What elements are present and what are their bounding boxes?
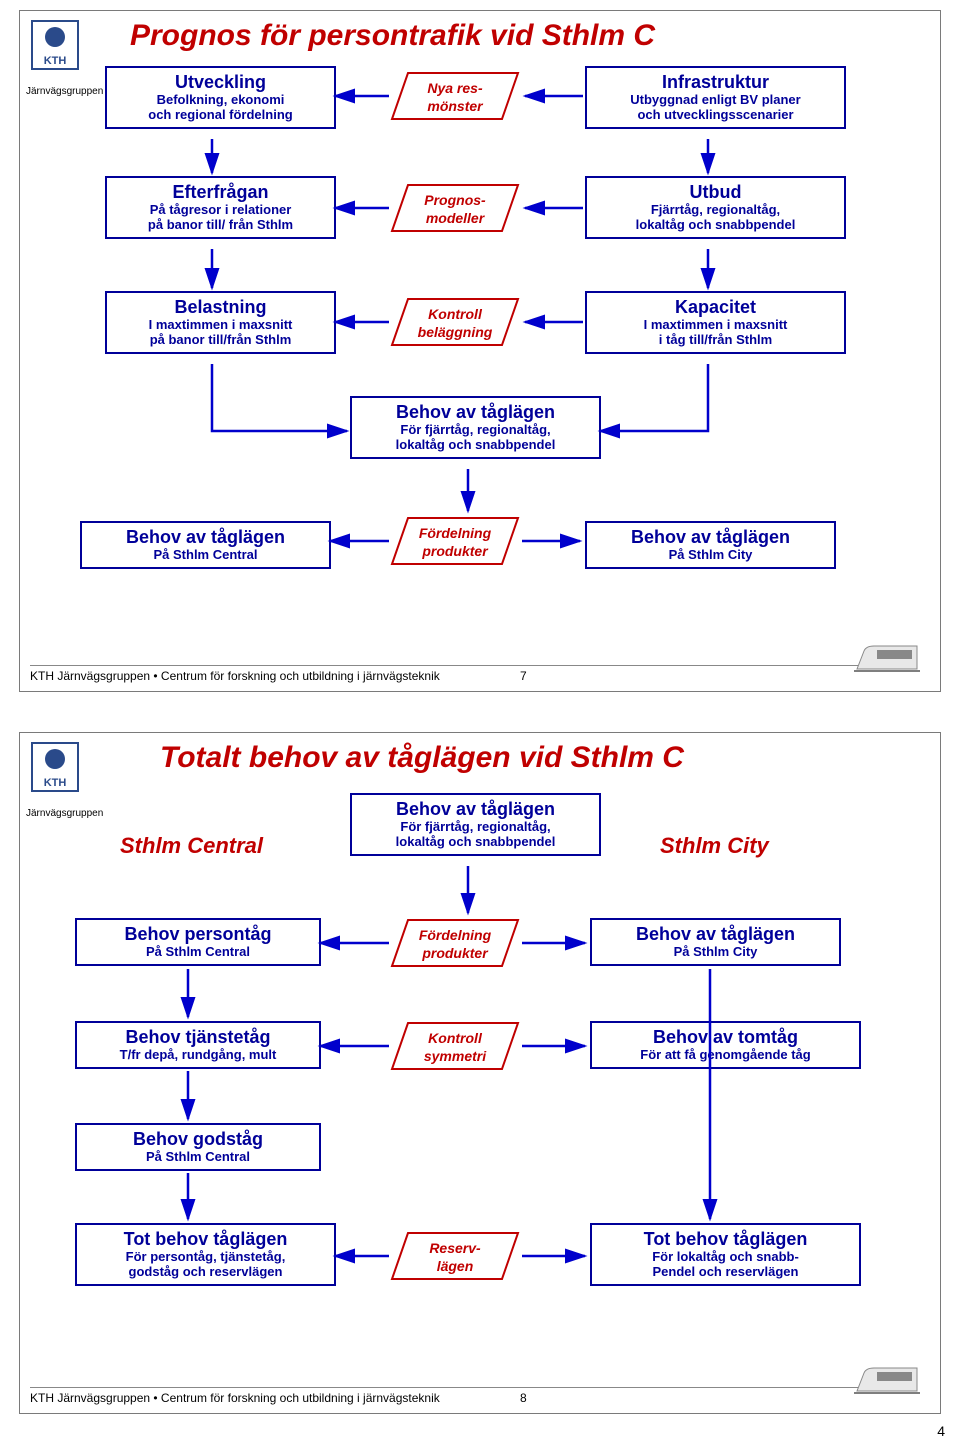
box-behov-city: Behov av tåglägenPå Sthlm City [585, 521, 836, 569]
kth-logo: KTH [30, 19, 80, 84]
par-fordelning-produkter: Fördelningprodukter [390, 516, 520, 566]
box-utbud: UtbudFjärrtåg, regionaltåg,lokaltåg och … [585, 176, 846, 239]
box-behov-central: Behov av tåglägenPå Sthlm Central [80, 521, 331, 569]
box-tot-behov-2: Tot behov tåglägenFör lokaltåg och snabb… [590, 1223, 861, 1286]
box-infrastruktur: InfrastrukturUtbyggnad enligt BV planero… [585, 66, 846, 129]
par-kontroll-belaggning: Kontrollbeläggning [390, 297, 520, 347]
label-sthlm-city: Sthlm City [660, 833, 769, 859]
box-behov-top: Behov av tåglägenFör fjärrtåg, regionalt… [350, 793, 601, 856]
slide-8: KTH Järnvägsgruppen Totalt behov av tågl… [19, 732, 941, 1414]
slide-title: Totalt behov av tåglägen vid Sthlm C [160, 741, 684, 775]
box-efterfragan: EfterfråganPå tågresor i relationerpå ba… [105, 176, 336, 239]
box-behov-tomtag: Behov av tomtågFör att få genomgående tå… [590, 1021, 861, 1069]
kth-logo: KTH [30, 741, 80, 806]
box-utveckling: UtvecklingBefolkning, ekonomioch regiona… [105, 66, 336, 129]
page-number: 8 [520, 1391, 527, 1405]
box-kapacitet: KapacitetI maxtimmen i maxsnitti tåg til… [585, 291, 846, 354]
page-corner: 4 [937, 1423, 945, 1439]
train-icon [852, 641, 922, 676]
footer: KTH Järnvägsgruppen • Centrum för forskn… [30, 1391, 440, 1405]
box-belastning: BelastningI maxtimmen i maxsnittpå banor… [105, 291, 336, 354]
slide-title: Prognos för persontrafik vid Sthlm C [130, 19, 655, 53]
footer: KTH Järnvägsgruppen • Centrum för forskn… [30, 669, 440, 683]
par-reservlagen: Reserv-lägen [390, 1231, 520, 1281]
box-behov-tjanstetag: Behov tjänstetågT/fr depå, rundgång, mul… [75, 1021, 321, 1069]
label-sthlm-central: Sthlm Central [120, 833, 263, 859]
par-nya-resmonster: Nya res-mönster [390, 71, 520, 121]
par-fordelning: Fördelningprodukter [390, 918, 520, 968]
logo-subtitle: Järnvägsgruppen [26, 86, 103, 97]
svg-text:KTH: KTH [44, 55, 67, 67]
box-behov-taglagen-city: Behov av tåglägenPå Sthlm City [590, 918, 841, 966]
box-behov-persontag: Behov persontågPå Sthlm Central [75, 918, 321, 966]
train-icon [852, 1363, 922, 1398]
par-kontroll-symmetri: Kontrollsymmetri [390, 1021, 520, 1071]
par-prognosmodeller: Prognos-modeller [390, 183, 520, 233]
box-behov-taglagen: Behov av tåglägenFör fjärrtåg, regionalt… [350, 396, 601, 459]
svg-text:KTH: KTH [44, 777, 67, 789]
page-number: 7 [520, 669, 527, 683]
box-behov-godstag: Behov godstågPå Sthlm Central [75, 1123, 321, 1171]
logo-subtitle: Järnvägsgruppen [26, 808, 103, 819]
box-tot-behov-1: Tot behov tåglägenFör persontåg, tjänste… [75, 1223, 336, 1286]
slide-7: KTH Järnvägsgruppen Prognos för persontr… [19, 10, 941, 692]
